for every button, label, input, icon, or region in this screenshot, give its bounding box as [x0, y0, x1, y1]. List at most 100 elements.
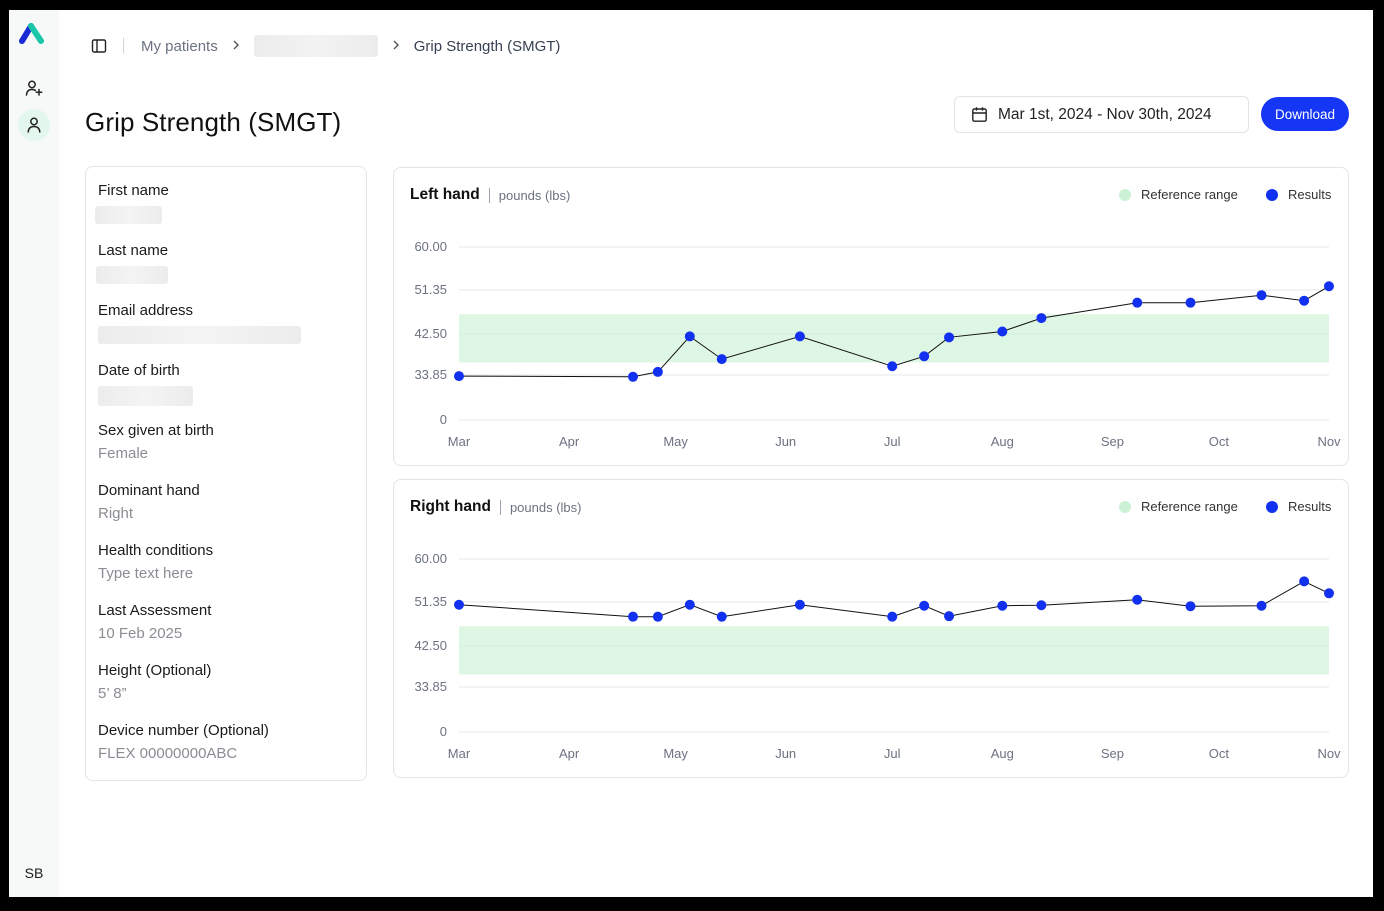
data-point — [1324, 281, 1334, 292]
page-title: Grip Strength (SMGT) — [85, 107, 342, 137]
y-tick-label: 42.50 — [414, 326, 447, 341]
legend-label: Reference range — [1141, 499, 1238, 514]
data-point — [1256, 290, 1267, 301]
data-point — [997, 600, 1008, 611]
y-tick-label: 60.00 — [414, 239, 447, 254]
field-label: Height (Optional) — [98, 662, 212, 679]
x-tick-label: Oct — [1209, 746, 1230, 761]
data-point — [652, 611, 663, 622]
health-conditions-input[interactable]: Type text here — [98, 565, 194, 582]
data-point — [1256, 600, 1267, 611]
app-logo-icon[interactable] — [19, 22, 47, 46]
breadcrumb-current: Grip Strength (SMGT) — [413, 37, 561, 55]
field-last-assessment: Last Assessment 10 Feb 2025 — [98, 602, 211, 642]
data-point — [1132, 297, 1143, 308]
x-tick-label: Nov — [1317, 434, 1341, 449]
data-point — [1185, 601, 1196, 612]
chart-header: Left hand pounds (lbs) — [410, 186, 570, 204]
data-point — [684, 599, 695, 610]
field-label: Device number (Optional) — [98, 722, 269, 739]
data-point — [794, 599, 805, 610]
data-point — [684, 331, 695, 342]
date-range-text: Mar 1st, 2024 - Nov 30th, 2024 — [998, 105, 1212, 123]
patients-icon[interactable] — [18, 109, 50, 141]
avatar[interactable]: SB — [24, 865, 44, 881]
reference-range-band — [459, 314, 1329, 363]
y-tick-label: 42.50 — [414, 638, 447, 653]
field-health-conditions: Health conditions Type text here — [98, 542, 213, 582]
add-patient-icon[interactable] — [18, 72, 50, 104]
data-point — [1185, 297, 1196, 308]
results-swatch — [1266, 500, 1278, 513]
sidebar-toggle-icon[interactable] — [91, 38, 107, 54]
chart-header: Right hand pounds (lbs) — [410, 498, 581, 516]
legend-label: Results — [1288, 187, 1332, 202]
data-point — [1299, 295, 1310, 306]
data-point — [919, 351, 930, 362]
chart-unit: pounds (lbs) — [509, 499, 582, 515]
x-tick-label: Aug — [991, 434, 1014, 449]
data-point — [919, 600, 930, 611]
data-point — [628, 611, 638, 622]
y-tick-label: 60.00 — [414, 551, 447, 566]
chevron-right-icon — [232, 38, 240, 54]
download-button[interactable]: Download — [1261, 97, 1349, 131]
reference-range-band — [459, 626, 1329, 675]
data-point — [628, 371, 638, 382]
chevron-right-icon — [392, 38, 400, 54]
breadcrumb-patient-name-redacted[interactable] — [253, 35, 378, 57]
breadcrumb-my-patients[interactable]: My patients — [141, 37, 218, 55]
divider — [488, 187, 490, 203]
legend-results: Results — [1266, 187, 1331, 202]
data-point — [1036, 600, 1047, 611]
field-device-number: Device number (Optional) FLEX 00000000AB… — [98, 722, 269, 762]
legend-results: Results — [1266, 499, 1331, 514]
x-tick-label: Nov — [1317, 746, 1341, 761]
field-value: 5’ 8” — [98, 685, 127, 702]
left-hand-chart-card: Left hand pounds (lbs) Reference range R… — [393, 167, 1349, 466]
chart-unit: pounds (lbs) — [498, 187, 571, 203]
divider — [499, 499, 501, 515]
legend-label: Reference range — [1141, 187, 1238, 202]
x-tick-label: Jun — [775, 434, 796, 449]
field-label: First name — [98, 182, 169, 199]
date-range-picker[interactable]: Mar 1st, 2024 - Nov 30th, 2024 — [954, 96, 1249, 133]
y-tick-label: 0 — [440, 724, 447, 739]
data-point — [944, 611, 955, 622]
y-tick-label: 51.35 — [414, 282, 447, 297]
calendar-icon — [971, 106, 988, 123]
x-tick-label: Oct — [1209, 434, 1230, 449]
field-value: FLEX 00000000ABC — [98, 745, 238, 762]
data-point — [887, 611, 898, 622]
data-point — [887, 361, 898, 372]
field-dominant-hand: Dominant hand Right — [98, 482, 200, 522]
right-hand-chart-card: Right hand pounds (lbs) Reference range … — [393, 479, 1349, 778]
x-tick-label: Jul — [884, 434, 901, 449]
x-tick-label: Sep — [1101, 434, 1124, 449]
data-point — [944, 332, 955, 343]
field-date-of-birth: Date of birth — [98, 362, 193, 406]
x-tick-label: Aug — [991, 746, 1014, 761]
field-first-name: First name — [95, 182, 169, 224]
data-point — [1299, 576, 1310, 587]
series-line — [458, 285, 1330, 378]
data-point — [1324, 588, 1334, 599]
divider — [123, 38, 124, 54]
y-tick-label: 33.85 — [414, 679, 447, 694]
field-value: Right — [98, 505, 134, 522]
field-label: Last name — [98, 242, 169, 259]
x-tick-label: Apr — [559, 434, 580, 449]
data-point — [1132, 594, 1143, 605]
x-tick-label: Jul — [884, 746, 901, 761]
series-line — [458, 580, 1330, 618]
data-point — [652, 366, 663, 377]
reference-range-swatch — [1119, 500, 1131, 513]
results-swatch — [1266, 188, 1278, 201]
x-tick-label: Mar — [448, 434, 471, 449]
field-height: Height (Optional) 5’ 8” — [98, 662, 211, 702]
redacted-value — [95, 206, 162, 224]
chart-title: Left hand — [410, 186, 480, 203]
redacted-value — [96, 266, 168, 284]
redacted-value — [98, 326, 301, 344]
